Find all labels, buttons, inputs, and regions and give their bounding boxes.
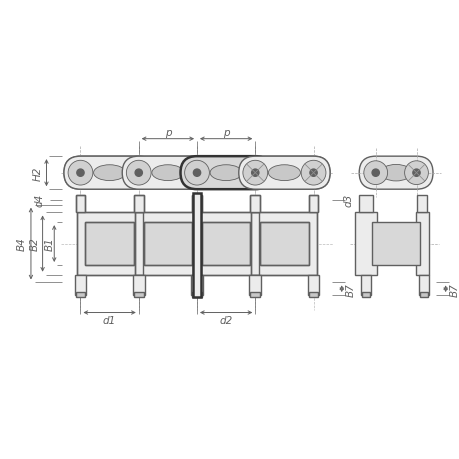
Text: B7: B7 <box>345 282 355 296</box>
Circle shape <box>242 161 267 185</box>
Bar <box>134 213 201 275</box>
Bar <box>260 223 308 265</box>
Text: H2: H2 <box>33 166 43 180</box>
Ellipse shape <box>268 165 300 181</box>
Bar <box>308 196 318 213</box>
Bar <box>360 275 370 296</box>
Circle shape <box>77 170 84 177</box>
FancyBboxPatch shape <box>64 157 330 190</box>
Circle shape <box>126 161 151 185</box>
Ellipse shape <box>151 165 184 181</box>
Bar <box>74 275 86 296</box>
Text: B7: B7 <box>448 282 459 296</box>
Bar <box>133 275 144 296</box>
Circle shape <box>184 161 209 185</box>
Text: B2: B2 <box>30 237 40 251</box>
Circle shape <box>301 161 325 185</box>
Bar <box>85 223 134 265</box>
Text: d3: d3 <box>343 194 353 207</box>
Ellipse shape <box>210 165 241 181</box>
Circle shape <box>371 170 379 177</box>
Text: B4: B4 <box>17 237 27 251</box>
Bar <box>414 213 428 275</box>
FancyBboxPatch shape <box>358 157 432 190</box>
Text: d1: d1 <box>103 316 116 325</box>
Bar <box>143 223 192 265</box>
Bar <box>307 275 319 296</box>
Bar <box>75 292 85 297</box>
FancyBboxPatch shape <box>180 157 271 190</box>
Bar <box>361 292 369 297</box>
Circle shape <box>251 170 258 177</box>
Circle shape <box>135 170 142 177</box>
Bar <box>192 196 202 213</box>
Bar <box>308 292 318 297</box>
Text: p: p <box>222 128 229 138</box>
Bar <box>75 196 85 213</box>
Circle shape <box>412 170 419 177</box>
Ellipse shape <box>380 165 411 181</box>
Text: d2: d2 <box>219 316 232 325</box>
Bar <box>250 292 260 297</box>
Circle shape <box>68 161 93 185</box>
Bar <box>250 196 260 213</box>
Bar <box>192 292 202 297</box>
Text: p: p <box>164 128 171 138</box>
Bar <box>420 292 427 297</box>
FancyBboxPatch shape <box>122 157 213 190</box>
FancyBboxPatch shape <box>64 157 155 190</box>
Circle shape <box>363 162 387 185</box>
Bar <box>417 196 426 213</box>
Bar <box>249 275 261 296</box>
Circle shape <box>193 170 200 177</box>
Bar <box>191 275 202 296</box>
Bar <box>193 194 201 297</box>
Ellipse shape <box>93 165 125 181</box>
Bar <box>202 223 250 265</box>
Bar <box>358 196 372 213</box>
Circle shape <box>404 162 427 185</box>
Bar <box>354 213 376 275</box>
FancyBboxPatch shape <box>238 157 330 190</box>
Bar <box>371 223 420 265</box>
Bar <box>419 275 428 296</box>
Bar <box>134 196 143 213</box>
Circle shape <box>309 170 317 177</box>
Text: d4: d4 <box>34 194 45 207</box>
Bar <box>76 213 142 275</box>
Text: B1: B1 <box>45 237 54 251</box>
Bar <box>251 213 317 275</box>
Bar <box>193 213 258 275</box>
Bar <box>134 292 143 297</box>
